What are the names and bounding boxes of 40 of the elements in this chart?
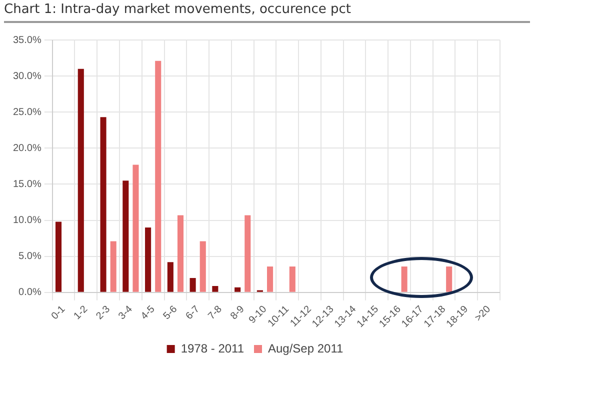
bar [267,266,274,292]
bar [177,215,184,292]
bar [132,164,139,292]
y-tick-label: 15.0% [12,178,42,190]
y-tick-label: 5.0% [18,251,42,262]
y-tick-label: 30.0% [12,70,42,82]
legend-label: 1978 - 2011 [180,341,244,356]
bar [155,60,162,292]
y-tick-label: 0.0% [18,287,42,298]
y-tick-label: 25.0% [12,106,42,118]
bar [446,266,452,292]
x-tick-label: 5-6 [162,304,180,322]
bar [110,241,116,292]
bar [190,278,196,292]
bar [145,228,152,292]
x-tick-label: >20 [473,304,494,324]
y-tick-label: 20.0% [12,142,42,154]
bar [167,262,174,292]
bar [289,266,296,292]
bar [200,241,206,292]
chart-title: Chart 1: Intra-day market movements, occurence pct [4,2,530,23]
x-tick-label: 1-2 [72,304,90,322]
x-tick-label: 0-1 [50,304,68,322]
legend-label: Aug/Sep 2011 [268,341,344,356]
bar [212,286,218,292]
bar [122,180,129,292]
bar [78,68,84,292]
bar [100,117,106,292]
bar [244,215,251,292]
x-tick-label: 8-9 [228,304,247,322]
x-tick-label: 4-5 [139,304,158,322]
x-tick-label: 6-7 [184,304,202,322]
x-tick-label: 2-3 [94,304,113,322]
y-tick-label: 10.0% [12,215,42,226]
y-tick-label: 35.0% [12,34,42,46]
bar [401,266,408,292]
bar [234,287,241,292]
bar [55,222,62,292]
x-tick-label: 7-8 [206,304,225,322]
x-tick-label: 3-4 [116,304,136,322]
